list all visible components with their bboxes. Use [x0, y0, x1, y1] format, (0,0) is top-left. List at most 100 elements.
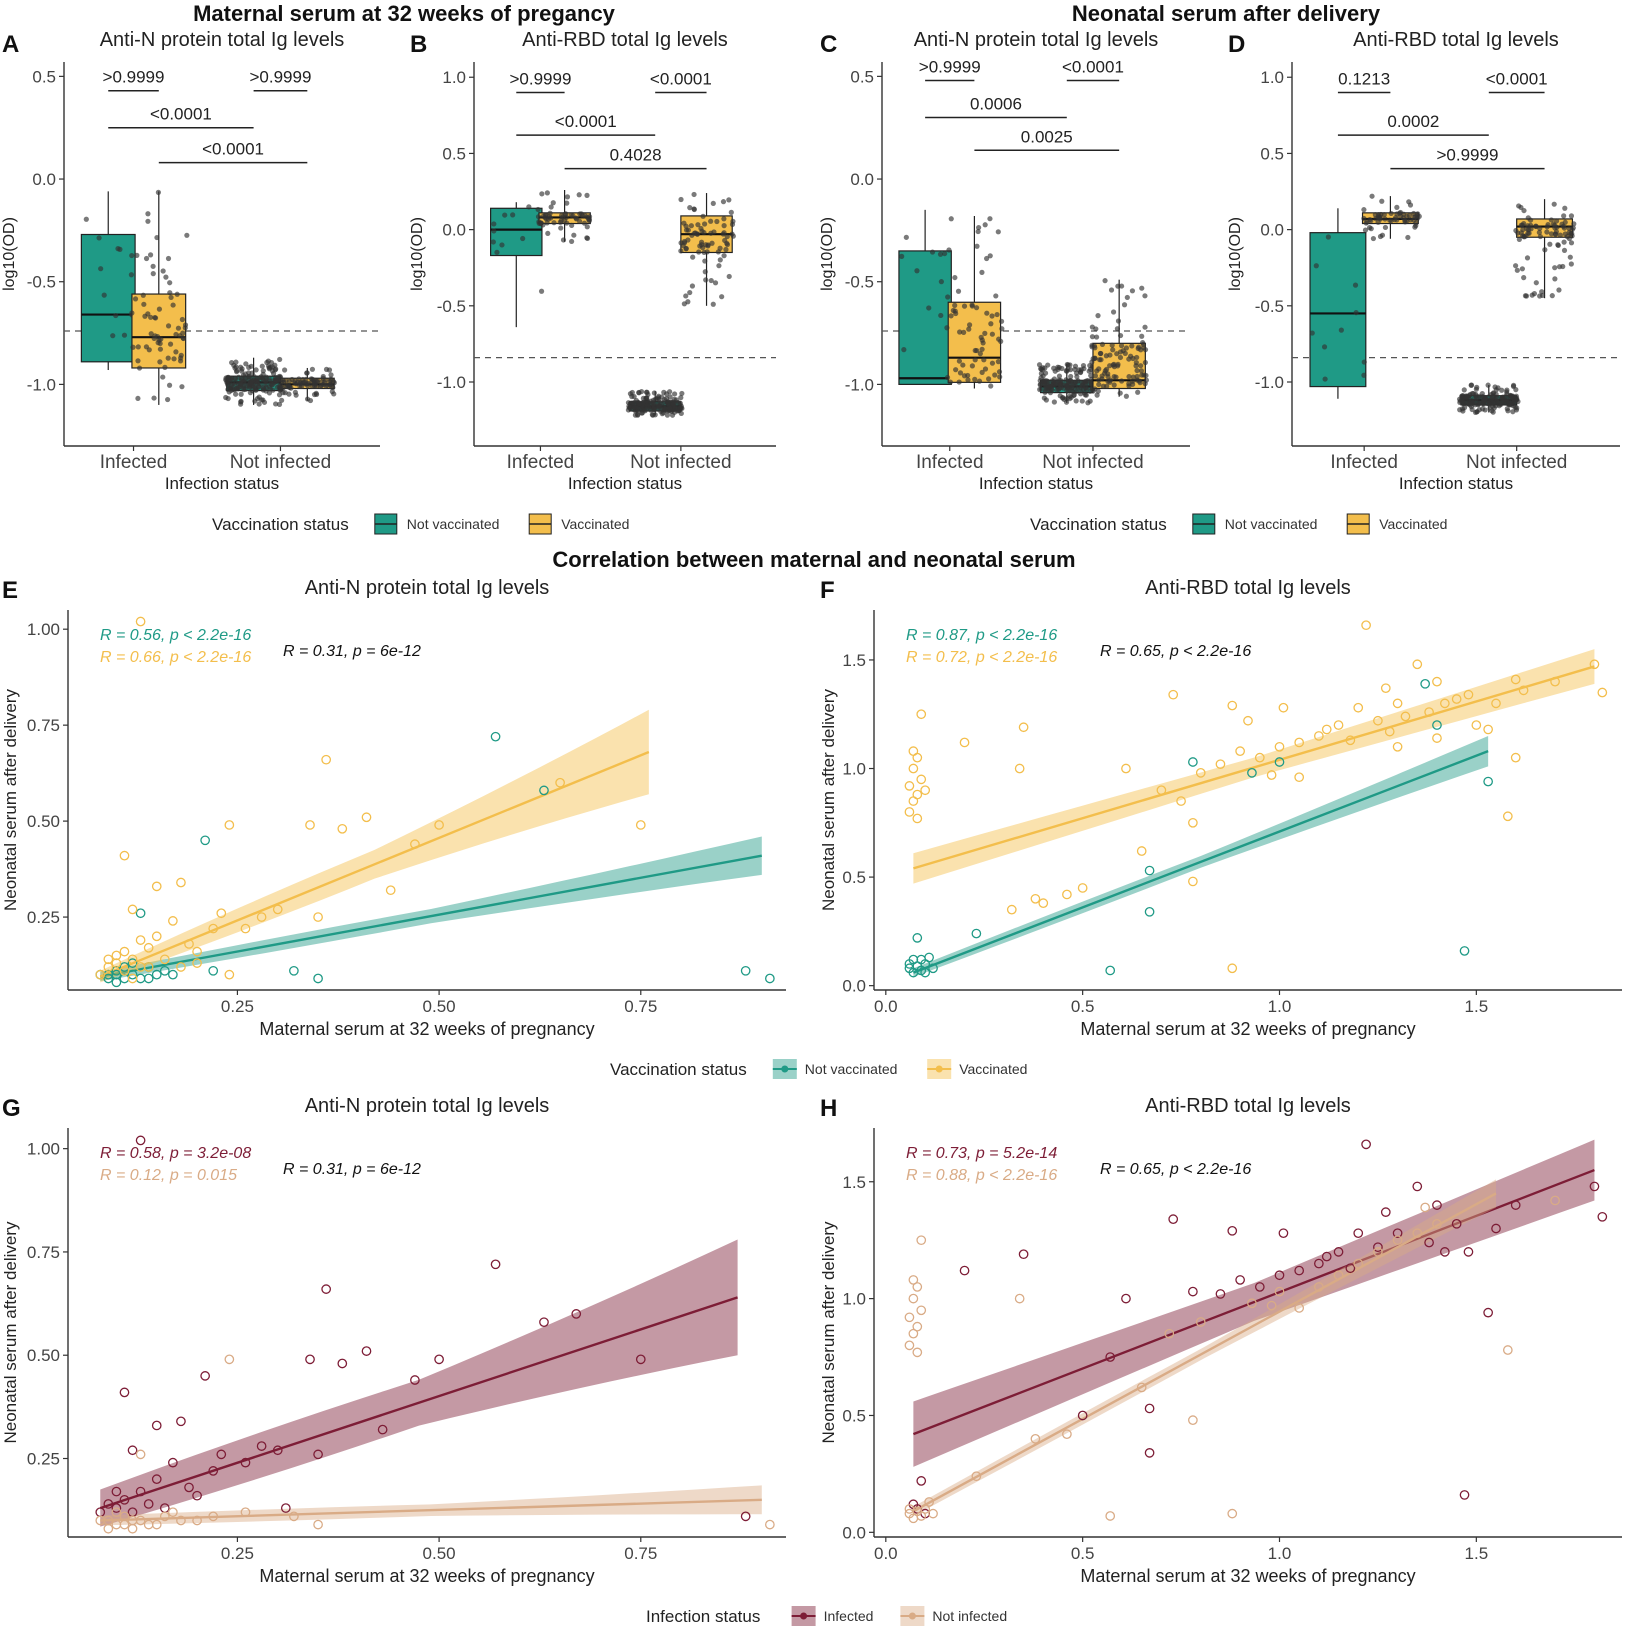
data-point — [950, 307, 956, 314]
data-point — [569, 222, 575, 229]
data-point-teal — [1432, 720, 1442, 730]
data-point — [1412, 224, 1418, 230]
data-point — [156, 306, 163, 312]
y-tick-label: 0.75 — [27, 1243, 60, 1262]
data-point-yellow — [1176, 796, 1186, 806]
data-point — [712, 280, 719, 286]
data-point — [983, 255, 990, 262]
data-point-yellow — [127, 973, 138, 984]
data-point — [276, 401, 283, 407]
data-point — [1393, 214, 1399, 221]
legend-key-dot — [800, 1612, 808, 1620]
data-point — [1549, 293, 1555, 299]
data-point-tan — [912, 1347, 923, 1358]
data-point — [1322, 376, 1328, 382]
data-point — [960, 362, 966, 368]
data-point-tan — [916, 1305, 927, 1316]
data-point — [167, 341, 174, 347]
data-point-yellow — [1424, 707, 1434, 717]
data-point — [259, 363, 265, 369]
data-point-maroon — [208, 1466, 219, 1476]
data-point — [687, 205, 693, 211]
legend-key-dot — [908, 1612, 916, 1620]
data-point — [944, 374, 951, 381]
data-point — [165, 355, 171, 361]
data-point — [568, 212, 574, 218]
data-point — [180, 330, 186, 336]
data-point — [232, 375, 239, 382]
data-point-yellow — [143, 962, 154, 972]
data-point — [1115, 283, 1121, 289]
legend-infection-bottom: Infection status Infected Not infected — [646, 1606, 1007, 1626]
data-point — [1140, 341, 1146, 347]
legend-vaccination-top-left: Vaccination status Not vaccinated Vaccinat… — [212, 513, 629, 535]
data-point-tan — [151, 1519, 162, 1530]
x-tick-label: 0.0 — [874, 997, 898, 1016]
data-point — [510, 212, 516, 218]
data-point-maroon — [434, 1354, 444, 1365]
data-point — [499, 242, 505, 248]
data-point — [157, 346, 164, 352]
data-point-teal — [490, 731, 501, 742]
panel-title: Anti-N protein total Ig levels — [914, 29, 1159, 51]
data-point-yellow — [1195, 768, 1206, 778]
data-point — [965, 377, 971, 383]
data-point — [1110, 309, 1117, 315]
data-point — [708, 277, 714, 284]
data-point — [1129, 378, 1136, 384]
data-point-tan — [912, 1282, 923, 1292]
data-point — [649, 411, 655, 418]
data-point-tan — [916, 1235, 927, 1246]
data-point — [688, 223, 694, 229]
data-point — [1564, 234, 1570, 240]
data-point-yellow — [240, 923, 251, 934]
x-tick-label: 1.5 — [1465, 997, 1489, 1016]
data-point-teal — [1247, 768, 1257, 778]
data-point — [947, 379, 953, 385]
fit-line-teal — [912, 750, 1489, 974]
data-point — [1321, 344, 1328, 350]
y-tick-label: 1.0 — [1260, 68, 1284, 87]
data-point-yellow — [410, 839, 420, 849]
data-point-maroon — [337, 1358, 348, 1369]
data-point-maroon — [539, 1317, 549, 1328]
data-point — [148, 314, 154, 320]
data-point — [1051, 399, 1057, 405]
data-point — [1524, 226, 1530, 232]
data-point — [1492, 384, 1498, 390]
y-tick-label: 0.5 — [842, 1406, 866, 1425]
data-point-maroon — [216, 1449, 227, 1460]
data-point — [1352, 282, 1359, 288]
data-point — [148, 331, 154, 337]
data-point — [232, 382, 238, 388]
data-point-yellow — [103, 962, 114, 972]
data-point — [683, 227, 690, 233]
data-point-maroon — [240, 1457, 251, 1468]
data-point — [1113, 374, 1119, 380]
data-point — [914, 268, 920, 274]
data-point — [240, 379, 246, 385]
data-point — [145, 311, 151, 317]
data-point — [581, 220, 588, 226]
data-point-yellow — [1014, 763, 1025, 774]
legend-vaccination-top-right: Vaccination status Not vaccinated Vaccinat… — [1030, 513, 1447, 535]
data-point — [548, 204, 554, 210]
data-point — [1474, 384, 1480, 390]
comparison-label: 0.0025 — [1021, 127, 1073, 146]
data-point — [1056, 364, 1062, 371]
data-point — [150, 271, 156, 277]
data-point — [173, 349, 179, 355]
data-point — [170, 302, 176, 308]
y-axis-label: log10(OD) — [1, 217, 18, 291]
data-point-maroon — [1144, 1448, 1155, 1458]
x-tick-label: Not infected — [1466, 452, 1567, 473]
ci-ribbon-yellow — [100, 709, 649, 983]
data-point — [1058, 385, 1064, 391]
box-not-vaccinated — [898, 250, 952, 385]
data-point — [1537, 233, 1543, 240]
data-point — [981, 357, 987, 363]
x-tick-label: 1.5 — [1465, 1544, 1489, 1563]
data-point — [520, 235, 526, 242]
data-point — [1117, 354, 1124, 361]
data-point — [1544, 229, 1550, 235]
